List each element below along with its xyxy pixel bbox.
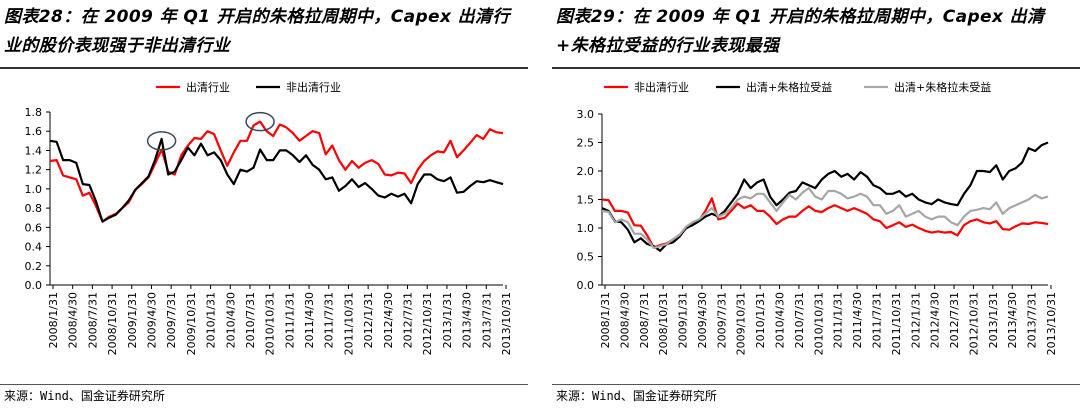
y-tick-label: 0.2 bbox=[25, 260, 43, 273]
x-tick-label: 2008/10/31 bbox=[657, 292, 670, 355]
x-tick-label: 2013/4/30 bbox=[461, 292, 474, 348]
x-tick-label: 2012/7/31 bbox=[948, 292, 961, 348]
x-tick-label: 2008/7/31 bbox=[638, 292, 651, 348]
line-chart-right: 0.0 0.5 1.0 1.5 2.0 2.5 3.0 2008/1/31 2008/4/30 2… bbox=[577, 80, 1059, 355]
y-tick-label: 2.0 bbox=[577, 165, 595, 178]
bottom-rule bbox=[0, 384, 528, 385]
legend-label: 非出清行业 bbox=[634, 80, 689, 94]
x-tick-label: 2011/4/30 bbox=[851, 292, 864, 348]
line-chart-left: 0.0 0.2 0.4 0.6 0.8 1.0 1.2 1.4 1.6 1.8 2008/1/31 2… bbox=[25, 80, 514, 355]
x-tick-label: 2010/4/30 bbox=[774, 292, 787, 348]
source-note: 来源：Wind、国金证券研究所 bbox=[556, 389, 717, 403]
x-tick-label: 2009/10/31 bbox=[185, 292, 198, 355]
x-tick-label: 2010/1/31 bbox=[205, 292, 218, 348]
title-rule bbox=[0, 67, 528, 69]
y-tick-label: 0.4 bbox=[25, 241, 43, 254]
x-tick-label: 2013/7/31 bbox=[1026, 292, 1039, 348]
x-tick-label: 2010/1/31 bbox=[754, 292, 767, 348]
title-rule bbox=[552, 67, 1080, 69]
chart-panel-left: 图表28：在 2009 年 Q1 开启的朱格拉周期中，Capex 出清行业的股价… bbox=[0, 0, 528, 410]
x-tick-label: 2009/1/31 bbox=[677, 292, 690, 348]
legend-label: 出清+朱格拉受益 bbox=[746, 80, 832, 94]
x-tick-label: 2013/10/31 bbox=[500, 292, 513, 355]
y-tick-label: 1.0 bbox=[577, 222, 595, 235]
x-tick-label: 2009/10/31 bbox=[735, 292, 748, 355]
y-tick-label: 1.0 bbox=[25, 183, 43, 196]
x-tick-label: 2008/4/30 bbox=[618, 292, 631, 348]
x-tick-label: 2013/1/31 bbox=[987, 292, 1000, 348]
y-tick-label: 0.0 bbox=[577, 279, 595, 292]
x-tick-label: 2011/1/31 bbox=[283, 292, 296, 348]
x-tick-label: 2012/1/31 bbox=[909, 292, 922, 348]
x-tick-label: 2010/7/31 bbox=[244, 292, 257, 348]
x-tick-label: 2012/1/31 bbox=[362, 292, 375, 348]
legend-label: 出清+朱格拉未受益 bbox=[894, 80, 991, 94]
x-tick-label: 2012/10/31 bbox=[967, 292, 980, 355]
x-tick-label: 2009/1/31 bbox=[126, 292, 139, 348]
y-tick-label: 0.5 bbox=[577, 251, 595, 264]
series-line-1 bbox=[49, 120, 504, 223]
chart-title: 图表29：在 2009 年 Q1 开启的朱格拉周期中，Capex 出清+朱格拉受… bbox=[556, 7, 1045, 56]
x-tick-label: 2010/10/31 bbox=[264, 292, 277, 355]
highlight-circle bbox=[245, 111, 275, 132]
chart-title: 图表28：在 2009 年 Q1 开启的朱格拉周期中，Capex 出清行业的股价… bbox=[4, 7, 510, 56]
x-tick-label: 2010/4/30 bbox=[224, 292, 237, 348]
x-tick-label: 2011/7/31 bbox=[870, 292, 883, 348]
y-tick-label: 1.6 bbox=[25, 125, 43, 138]
x-tick-label: 2009/4/30 bbox=[696, 292, 709, 348]
x-tick-label: 2013/10/31 bbox=[1045, 292, 1058, 355]
series-line-2 bbox=[601, 141, 1049, 252]
y-tick-label: 0.0 bbox=[25, 279, 43, 292]
x-tick-label: 2008/1/31 bbox=[599, 292, 612, 348]
x-tick-label: 2011/10/31 bbox=[890, 292, 903, 355]
x-tick-label: 2011/7/31 bbox=[323, 292, 336, 348]
chart-panel-right: 图表29：在 2009 年 Q1 开启的朱格拉周期中，Capex 出清+朱格拉受… bbox=[552, 0, 1080, 410]
y-tick-label: 1.2 bbox=[25, 164, 43, 177]
bottom-rule bbox=[552, 384, 1080, 385]
x-tick-label: 2008/4/30 bbox=[67, 292, 80, 348]
x-tick-label: 2008/7/31 bbox=[86, 292, 99, 348]
x-tick-label: 2012/4/30 bbox=[929, 292, 942, 348]
y-tick-label: 2.5 bbox=[577, 137, 595, 150]
x-tick-label: 2012/7/31 bbox=[402, 292, 415, 348]
highlight-circle bbox=[146, 131, 177, 151]
series-line-3 bbox=[601, 186, 1049, 249]
x-tick-label: 2012/4/30 bbox=[382, 292, 395, 348]
x-tick-label: 2010/10/31 bbox=[812, 292, 825, 355]
x-tick-label: 2011/10/31 bbox=[342, 292, 355, 355]
legend-label: 出清行业 bbox=[186, 80, 230, 94]
x-tick-label: 2011/1/31 bbox=[832, 292, 845, 348]
series-line-1 bbox=[601, 197, 1049, 249]
x-tick-label: 2009/7/31 bbox=[715, 292, 728, 348]
legend-label: 非出清行业 bbox=[286, 80, 341, 94]
x-tick-label: 2008/1/31 bbox=[47, 292, 60, 348]
y-tick-label: 0.6 bbox=[25, 221, 43, 234]
x-tick-label: 2009/4/30 bbox=[145, 292, 158, 348]
x-tick-label: 2010/7/31 bbox=[793, 292, 806, 348]
x-tick-label: 2013/4/30 bbox=[1006, 292, 1019, 348]
x-tick-label: 2008/10/31 bbox=[106, 292, 119, 355]
series-line-2 bbox=[49, 137, 504, 223]
y-tick-label: 3.0 bbox=[577, 108, 595, 121]
x-tick-label: 2009/7/31 bbox=[165, 292, 178, 348]
y-tick-label: 1.5 bbox=[577, 194, 595, 207]
x-tick-label: 2011/4/30 bbox=[303, 292, 316, 348]
source-note: 来源：Wind、国金证券研究所 bbox=[4, 389, 165, 403]
x-tick-label: 2012/10/31 bbox=[421, 292, 434, 355]
y-tick-label: 0.8 bbox=[25, 202, 43, 215]
y-tick-label: 1.8 bbox=[25, 106, 43, 119]
x-tick-label: 2013/7/31 bbox=[480, 292, 493, 348]
y-tick-label: 1.4 bbox=[25, 144, 43, 157]
x-tick-label: 2013/1/31 bbox=[441, 292, 454, 348]
